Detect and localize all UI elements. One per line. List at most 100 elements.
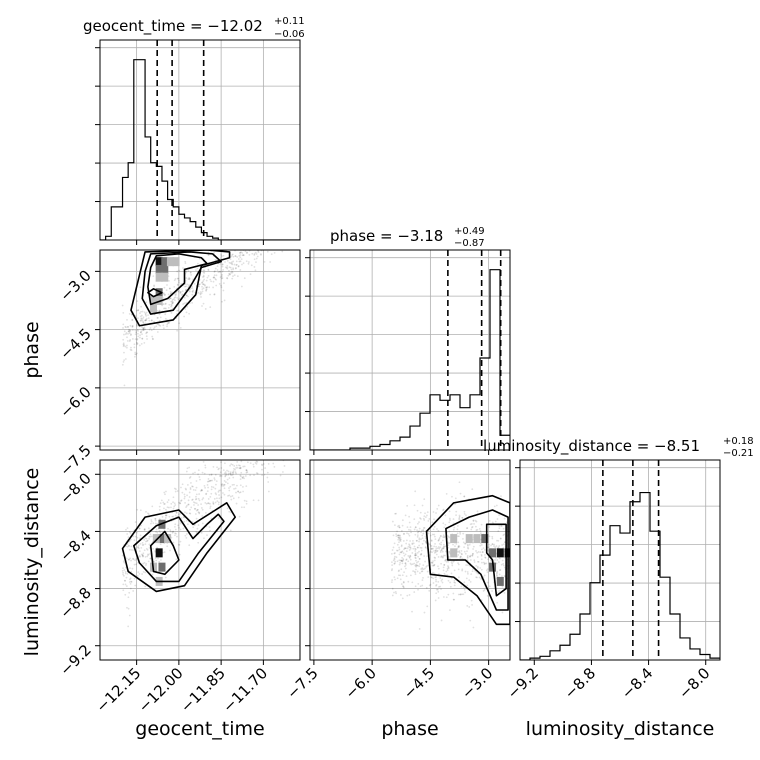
scatter-geocent-time-phase-point: [169, 292, 172, 295]
scatter-geocent-time-phase-point: [239, 260, 242, 263]
scatter-geocent-time-phase-point: [164, 302, 167, 305]
scatter-geocent-time-luminosity-distance-point: [181, 491, 184, 494]
scatter-geocent-time-luminosity-distance-point: [280, 421, 282, 423]
scatter-phase-luminosity-distance-point: [456, 525, 459, 527]
scatter-geocent-time-luminosity-distance-point: [159, 502, 162, 505]
scatter-geocent-time-luminosity-distance-point: [229, 529, 232, 532]
scatter-geocent-time-phase-point: [176, 270, 179, 273]
scatter-geocent-time-phase-point: [212, 276, 215, 279]
scatter-phase-luminosity-distance-point: [415, 557, 417, 559]
scatter-geocent-time-phase-point: [205, 289, 208, 292]
scatter-phase-luminosity-distance-point: [420, 570, 423, 573]
scatter-geocent-time-phase-point: [286, 217, 288, 219]
scatter-phase-luminosity-distance-point: [433, 564, 436, 567]
scatter-geocent-time-luminosity-distance-point: [194, 523, 196, 526]
scatter-geocent-time-luminosity-distance-point: [224, 475, 227, 478]
hist-luminosity-distance-xtick-label-1: −8.8: [561, 664, 599, 702]
scatter-phase-luminosity-distance-point: [442, 508, 445, 511]
scatter-phase-luminosity-distance-point: [422, 576, 424, 579]
scatter-phase-luminosity-distance-point: [450, 572, 453, 575]
scatter-phase-luminosity-distance-point: [463, 495, 466, 498]
scatter-geocent-time-phase-point: [284, 227, 286, 229]
scatter-geocent-time-luminosity-distance-point: [180, 500, 182, 502]
scatter-geocent-time-phase-point: [251, 236, 253, 238]
scatter-phase-luminosity-distance-point: [394, 552, 396, 554]
scatter-geocent-time-luminosity-distance-point: [194, 513, 197, 515]
scatter-geocent-time-phase-point: [173, 285, 176, 288]
scatter-geocent-time-luminosity-distance-point: [148, 535, 151, 538]
scatter-phase-luminosity-distance-point: [480, 568, 483, 571]
scatter-geocent-time-phase-point: [171, 301, 174, 304]
scatter-geocent-time-luminosity-distance-point: [148, 543, 151, 546]
scatter-geocent-time-phase-point: [198, 283, 201, 286]
scatter-geocent-time-phase-point: [250, 231, 252, 233]
scatter-phase-luminosity-distance-point: [440, 543, 443, 546]
scatter-geocent-time-luminosity-distance-point: [228, 489, 231, 492]
scatter-geocent-time-phase-point: [212, 280, 215, 283]
scatter-geocent-time-phase-point: [165, 307, 167, 310]
scatter-geocent-time-luminosity-distance-point: [141, 544, 144, 546]
scatter-geocent-time-luminosity-distance-point: [241, 476, 244, 479]
scatter-geocent-time-phase-point: [191, 293, 194, 296]
scatter-phase-luminosity-distance-point: [486, 594, 489, 597]
scatter-phase-luminosity-distance-point: [435, 584, 437, 587]
scatter-geocent-time-phase-point: [269, 242, 271, 244]
scatter-geocent-time-luminosity-distance-point: [121, 554, 124, 557]
scatter-phase-luminosity-distance-point: [435, 588, 438, 591]
scatter-geocent-time-phase-point: [246, 241, 248, 243]
scatter-phase-luminosity-distance-point: [457, 562, 459, 564]
scatter-phase-luminosity-distance-point: [441, 581, 444, 584]
scatter-geocent-time-phase-point: [290, 238, 292, 240]
title-luminosity-distance: luminosity_distance = −8.51 +0.18 −0.21: [483, 436, 754, 459]
scatter-phase-luminosity-distance-point: [484, 556, 487, 559]
scatter-geocent-time-luminosity-distance-point: [255, 460, 258, 463]
scatter-geocent-time-phase-point: [209, 278, 212, 281]
scatter-phase-luminosity-distance-density-cell-3: [496, 548, 504, 558]
scatter-geocent-time-luminosity-distance-point: [188, 544, 191, 547]
scatter-phase-luminosity-distance-point: [447, 560, 450, 563]
scatter-geocent-time-phase-point: [236, 275, 239, 278]
scatter-phase-luminosity-distance-point: [458, 516, 461, 518]
scatter-geocent-time-phase-point: [136, 352, 138, 355]
scatter-phase-luminosity-distance-point: [414, 564, 417, 567]
scatter-geocent-time-phase-point: [228, 261, 231, 264]
scatter-geocent-time-phase-point: [278, 231, 280, 233]
scatter-geocent-time-phase-point: [130, 333, 132, 336]
scatter-geocent-time-phase-point: [240, 258, 243, 261]
scatter-geocent-time-phase-point: [228, 248, 230, 250]
scatter-geocent-time-phase-point: [261, 229, 263, 231]
scatter-geocent-time-phase-ytick-label-0: −7.5: [56, 441, 94, 479]
scatter-phase-luminosity-distance-point: [469, 555, 471, 558]
scatter-geocent-time-phase-point: [122, 360, 125, 363]
scatter-geocent-time-luminosity-distance-point: [130, 580, 133, 583]
scatter-geocent-time-luminosity-distance-point: [150, 519, 153, 521]
scatter-phase-luminosity-distance-point: [462, 532, 465, 535]
scatter-geocent-time-phase-point: [136, 328, 139, 331]
scatter-phase-luminosity-distance-point: [419, 546, 422, 549]
scatter-geocent-time-phase-point: [270, 241, 272, 243]
scatter-phase-luminosity-distance-point: [443, 526, 446, 529]
scatter-phase-luminosity-distance-point: [400, 551, 403, 553]
scatter-geocent-time-phase-point: [134, 329, 137, 332]
scatter-geocent-time-phase-point: [265, 224, 267, 226]
scatter-geocent-time-phase-point: [142, 327, 145, 330]
scatter-geocent-time-phase-point: [239, 234, 241, 236]
scatter-geocent-time-luminosity-distance-point: [258, 440, 260, 442]
scatter-geocent-time-phase-point: [228, 272, 231, 275]
scatter-geocent-time-phase-point: [273, 234, 275, 236]
scatter-phase-luminosity-distance-point: [472, 626, 475, 629]
scatter-geocent-time-phase-point: [283, 231, 285, 233]
scatter-geocent-time-luminosity-distance-point: [143, 528, 146, 531]
scatter-geocent-time-phase-point: [162, 292, 165, 294]
scatter-phase-luminosity-distance-point: [399, 540, 402, 542]
scatter-phase-luminosity-distance-point: [408, 521, 411, 524]
scatter-phase-luminosity-distance-point: [462, 593, 465, 596]
scatter-phase-luminosity-distance-point: [401, 597, 404, 600]
scatter-geocent-time-phase-point: [275, 220, 277, 222]
scatter-geocent-time-phase-point: [166, 325, 168, 328]
scatter-phase-luminosity-distance-point: [484, 557, 487, 559]
scatter-geocent-time-phase-point: [286, 206, 288, 208]
scatter-geocent-time-phase-point: [128, 332, 131, 335]
scatter-geocent-time-luminosity-distance-point: [224, 471, 227, 474]
scatter-geocent-time-luminosity-distance-ytick-label-1: −8.8: [56, 584, 94, 622]
